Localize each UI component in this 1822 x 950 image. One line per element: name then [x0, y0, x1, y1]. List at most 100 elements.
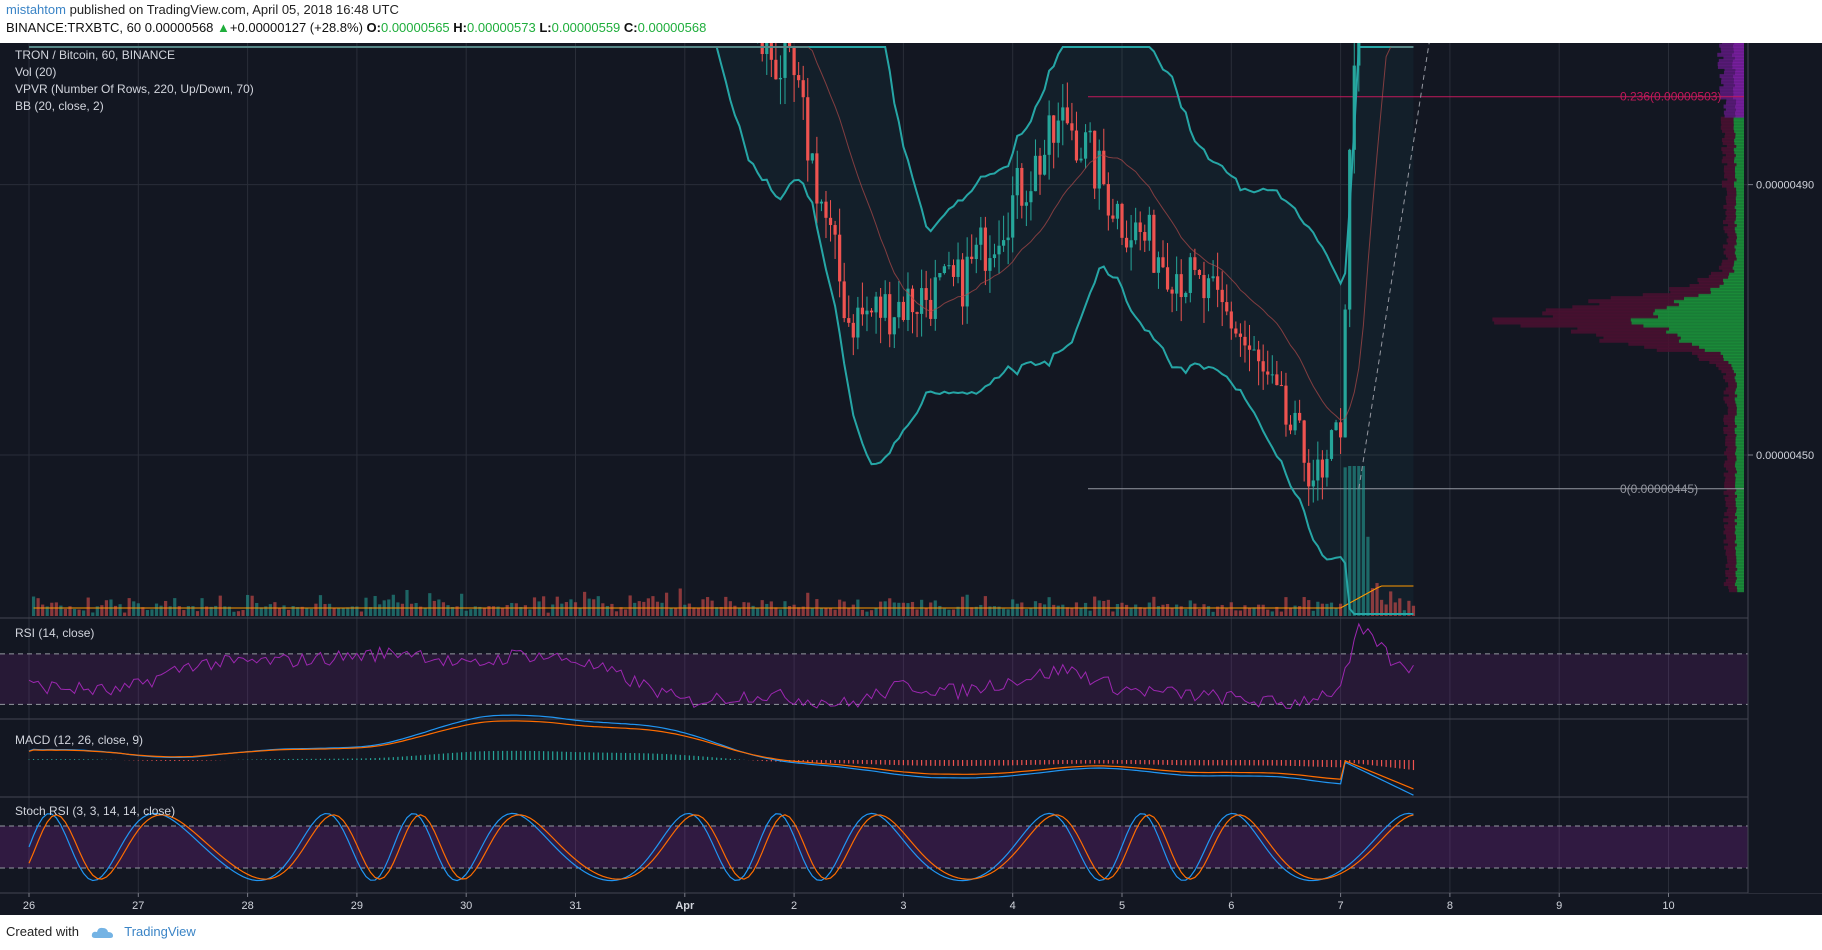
volume-bar: [801, 606, 805, 616]
vp-row-up: [1733, 46, 1744, 51]
chart-svg[interactable]: 1.618(0.00000841)1(0.00000690)0.786(0.00…: [0, 0, 1822, 915]
candle-body: [910, 288, 915, 313]
candle-body: [1261, 361, 1265, 372]
volume-bar: [1070, 607, 1074, 616]
vp-row-up: [1643, 323, 1744, 328]
drawings[interactable]: [1210, 0, 1620, 489]
volume-bar: [1261, 604, 1265, 616]
volume-bar: [505, 605, 509, 616]
vp-row-down: [1697, 353, 1724, 358]
vp-row-up: [1735, 210, 1744, 215]
vp-row-up: [1735, 499, 1744, 504]
volume-bar: [191, 606, 195, 616]
vp-row-up: [1733, 77, 1744, 82]
volume-bar: [123, 612, 127, 616]
vp-row-down: [1721, 262, 1734, 267]
open-label: O:: [366, 20, 381, 35]
candle-body: [1102, 150, 1106, 185]
vp-row-down: [1726, 509, 1737, 514]
chart-area[interactable]: 1.618(0.00000841)1(0.00000690)0.786(0.00…: [0, 0, 1822, 915]
candle-body: [842, 281, 846, 319]
volume-bar: [141, 607, 145, 616]
vp-row-up: [1735, 475, 1744, 480]
volume-bar: [564, 602, 568, 616]
volume-bar: [300, 606, 304, 616]
volume-bar: [756, 608, 760, 616]
vp-row-up: [1736, 560, 1744, 565]
vp-row-up: [1736, 402, 1744, 407]
vp-row-down: [1726, 98, 1737, 103]
volume-bar: [979, 604, 983, 616]
last-price: 0.00000568: [144, 20, 214, 35]
volume-bar: [255, 602, 259, 616]
tradingview-link[interactable]: TradingView: [124, 924, 196, 939]
volume-bar: [546, 612, 550, 616]
vp-row-up: [1735, 378, 1744, 383]
volume-bar: [1165, 604, 1170, 616]
volume-bar: [792, 604, 796, 616]
vp-row-down: [1724, 113, 1736, 118]
vp-row-up: [1735, 420, 1744, 425]
author-link[interactable]: mistahtom: [6, 2, 66, 17]
volume-bar: [1279, 611, 1283, 616]
candle-body: [1316, 459, 1320, 481]
candle-body: [1088, 130, 1092, 133]
vp-row-down: [1723, 582, 1735, 587]
volume-bar: [1038, 603, 1042, 616]
candle-body: [833, 225, 837, 235]
volume-bar: [1352, 466, 1356, 616]
ohlc-header: BINANCE:TRXBTC, 60 0.00000568 ▲+0.000001…: [6, 20, 706, 35]
vp-row-down: [1728, 521, 1737, 526]
volume-bar: [31, 596, 36, 616]
vp-row-up: [1723, 353, 1744, 358]
vp-row-down: [1724, 478, 1736, 483]
candle-body: [1074, 130, 1079, 161]
vp-row-down: [1727, 162, 1737, 167]
volume-bar: [737, 608, 742, 616]
candle-body: [883, 294, 887, 318]
vp-row-down: [1723, 71, 1735, 76]
vp-row-down: [1723, 110, 1735, 115]
volume-bar: [291, 606, 295, 616]
candle-body: [1284, 385, 1288, 425]
volume-bar: [551, 604, 555, 616]
candle-body: [1079, 158, 1083, 161]
vp-row-down: [1726, 536, 1737, 541]
volume-bar: [1266, 609, 1270, 616]
vp-row-down: [1728, 576, 1737, 581]
volume-bar: [555, 596, 559, 616]
vp-row-down: [1726, 189, 1737, 194]
vp-row-up: [1732, 265, 1744, 270]
volume-bar: [323, 604, 327, 616]
candle-body: [988, 258, 992, 271]
vp-row-down: [1720, 125, 1734, 130]
vp-row-up: [1735, 399, 1744, 404]
vp-row-down: [1725, 253, 1736, 258]
candle-body: [1302, 420, 1306, 463]
vp-row-down: [1723, 426, 1735, 431]
volume-bar: [309, 608, 313, 616]
vp-row-down: [1722, 150, 1735, 155]
volume-bar: [842, 601, 846, 616]
volume-bar: [496, 606, 500, 616]
candle-body: [924, 288, 928, 300]
vp-row-down: [1723, 472, 1735, 477]
volume-bar: [455, 606, 459, 616]
volume-bar: [327, 603, 332, 616]
high-value: 0.00000573: [467, 20, 536, 35]
volume-bar: [277, 607, 282, 616]
candle-body: [897, 301, 901, 318]
candle-body: [801, 80, 805, 98]
volume-bar: [1120, 602, 1124, 616]
volume-bar: [1384, 604, 1388, 616]
vp-row-down: [1726, 372, 1736, 377]
change-value: +0.00000127 (+28.8%): [229, 20, 363, 35]
vp-row-up: [1736, 557, 1744, 562]
vp-row-down: [1718, 265, 1733, 270]
vp-row-up: [1732, 86, 1744, 91]
vp-row-down: [1720, 46, 1734, 51]
candle-body: [856, 307, 860, 338]
volume-bar: [1411, 605, 1416, 616]
vp-row-up: [1734, 55, 1744, 60]
volume-bar: [373, 596, 377, 616]
